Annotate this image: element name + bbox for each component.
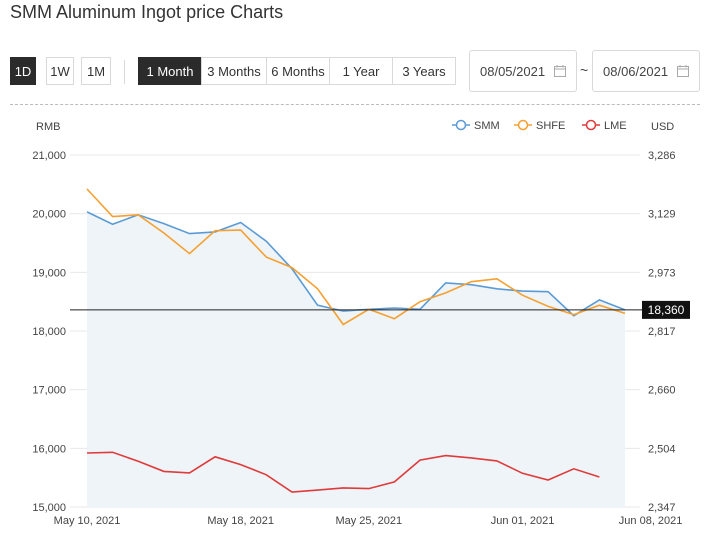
granularity-1m-button[interactable]: 1M (81, 57, 111, 85)
x-tick-label: May 18, 2021 (207, 515, 274, 527)
range-6-months-button[interactable]: 6 Months (266, 57, 330, 85)
series-line-shfe (86, 188, 626, 326)
left-tick-label: 18,000 (32, 326, 66, 338)
calendar-icon[interactable] (554, 65, 566, 77)
section-divider (10, 104, 700, 105)
legend-marker-lme[interactable] (585, 119, 597, 131)
x-tick-label: Jun 08, 2021 (619, 515, 683, 527)
right-tick-label: 2,660 (648, 385, 676, 397)
range-3-years-button[interactable]: 3 Years (392, 57, 456, 85)
start-date-input[interactable]: 08/05/2021 (469, 50, 577, 92)
right-tick-label: 2,973 (648, 267, 676, 279)
granularity-1d-button[interactable]: 1D (10, 57, 36, 85)
legend-label-shfe[interactable]: SHFE (536, 120, 565, 132)
left-tick-label: 16,000 (32, 443, 66, 455)
left-tick-label: 19,000 (32, 267, 66, 279)
left-tick-label: 21,000 (32, 150, 66, 162)
right-tick-label: 2,347 (648, 502, 676, 514)
legend-label-lme[interactable]: LME (604, 120, 627, 132)
toolbar-separator (124, 60, 125, 84)
end-date-value: 08/06/2021 (603, 63, 669, 79)
left-tick-label: 20,000 (32, 209, 66, 221)
crosshair-value-label: 18,360 (648, 303, 685, 317)
x-tick-label: May 25, 2021 (335, 515, 402, 527)
left-tick-label: 15,000 (32, 502, 66, 514)
series-line-lme (86, 451, 600, 493)
legend-label-smm[interactable]: SMM (474, 120, 500, 132)
right-axis-unit: USD (651, 121, 674, 133)
calendar-icon[interactable] (677, 65, 689, 77)
right-tick-label: 2,504 (648, 443, 676, 455)
right-tick-label: 3,286 (648, 150, 676, 162)
range-3-months-button[interactable]: 3 Months (201, 57, 267, 85)
right-tick-label: 3,129 (648, 209, 676, 221)
right-tick-label: 2,817 (648, 326, 676, 338)
x-tick-label: Jun 01, 2021 (491, 515, 555, 527)
start-date-value: 08/05/2021 (480, 63, 546, 79)
left-axis-unit: RMB (36, 121, 60, 133)
date-range-separator: ~ (580, 62, 589, 78)
legend-marker-smm[interactable] (455, 119, 467, 131)
x-tick-label: May 10, 2021 (54, 515, 121, 527)
range-1-month-button[interactable]: 1 Month (138, 57, 202, 85)
crosshair-value-box (642, 300, 690, 319)
page-title: SMM Aluminum Ingot price Charts (10, 2, 284, 22)
granularity-1w-button[interactable]: 1W (46, 57, 74, 85)
legend-marker-shfe[interactable] (517, 119, 529, 131)
series-area-smm (87, 211, 625, 507)
left-tick-label: 17,000 (32, 385, 66, 397)
range-1-year-button[interactable]: 1 Year (329, 57, 393, 85)
end-date-input[interactable]: 08/06/2021 (592, 50, 700, 92)
